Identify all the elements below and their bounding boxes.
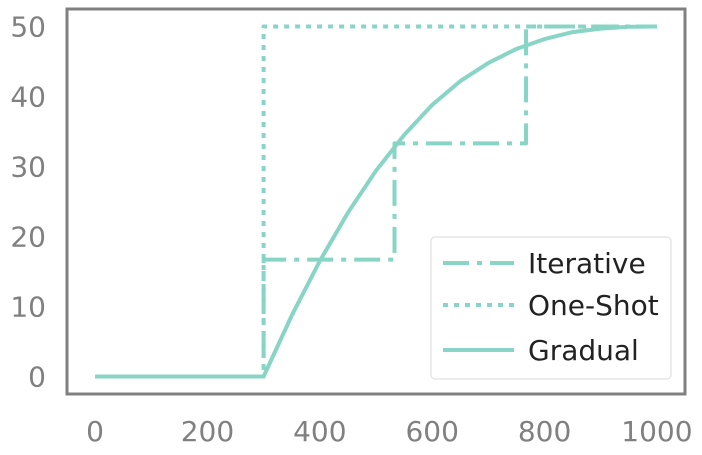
x-tick-label: 600: [405, 415, 458, 448]
x-tick-label: 0: [86, 415, 104, 448]
legend-label-one-shot: One-Shot: [528, 289, 659, 322]
y-tick-label: 30: [10, 151, 46, 184]
x-axis-ticks: 0 200 400 600 800 1000: [86, 415, 692, 448]
x-tick-label: 1000: [621, 415, 692, 448]
x-tick-label: 800: [518, 415, 571, 448]
x-tick-label: 200: [181, 415, 234, 448]
plot-area: [95, 24, 657, 379]
axes-frame: [65, 7, 687, 396]
y-tick-label: 0: [28, 361, 46, 394]
series-line-one-shot: [95, 24, 657, 379]
y-tick-label: 50: [10, 11, 46, 44]
y-tick-label: 10: [10, 291, 46, 324]
legend-label-iterative: Iterative: [528, 247, 646, 280]
legend-box: [430, 236, 672, 380]
series-line-gradual: [95, 24, 657, 379]
y-axis-ticks: 0 10 20 30 40 50: [10, 11, 46, 394]
x-tick-label: 400: [293, 415, 346, 448]
legend: Iterative One-Shot Gradual: [430, 236, 672, 380]
series-layer: [95, 24, 657, 379]
legend-label-gradual: Gradual: [528, 334, 639, 367]
y-tick-label: 20: [10, 221, 46, 254]
y-tick-label: 40: [10, 81, 46, 114]
